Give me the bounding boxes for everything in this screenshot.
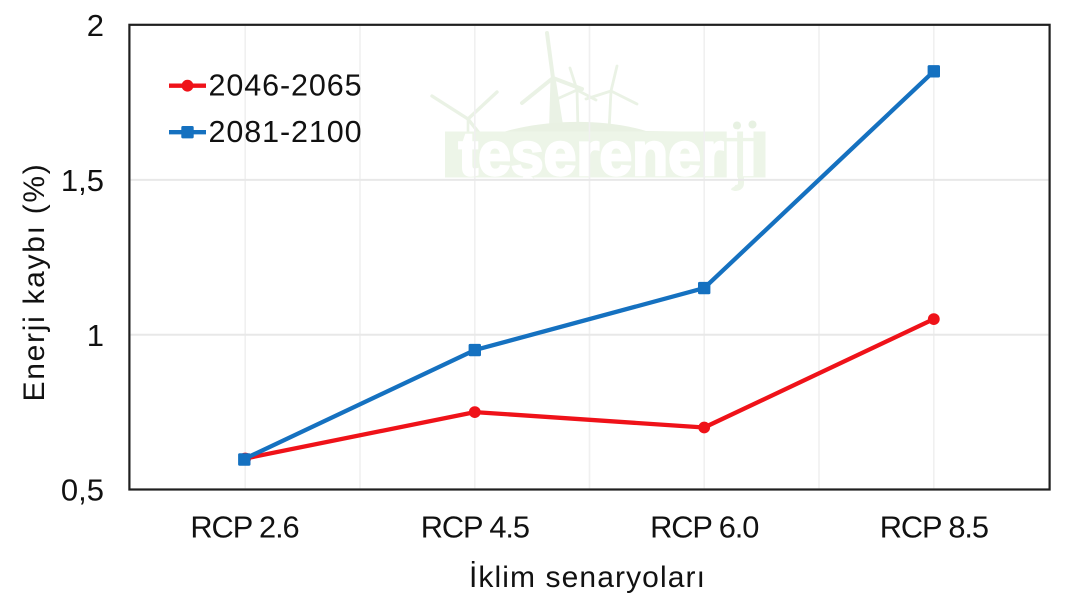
svg-text:1,5: 1,5 (61, 163, 104, 198)
svg-text:RCP 6.0: RCP 6.0 (650, 510, 758, 545)
svg-text:0,5: 0,5 (61, 473, 104, 508)
svg-text:Enerji kaybı (%): Enerji kaybı (%) (18, 163, 51, 402)
svg-text:2081-2100: 2081-2100 (209, 115, 363, 149)
svg-text:2046-2065: 2046-2065 (209, 69, 363, 103)
svg-text:1: 1 (87, 318, 104, 353)
svg-text:İklim senaryoları: İklim senaryoları (469, 561, 706, 594)
svg-text:teşerenerji: teşerenerji (459, 120, 757, 188)
svg-text:2: 2 (87, 8, 104, 43)
svg-text:RCP 8.5: RCP 8.5 (880, 510, 988, 545)
svg-text:RCP 2.6: RCP 2.6 (190, 510, 298, 545)
svg-text:RCP 4.5: RCP 4.5 (421, 510, 529, 545)
